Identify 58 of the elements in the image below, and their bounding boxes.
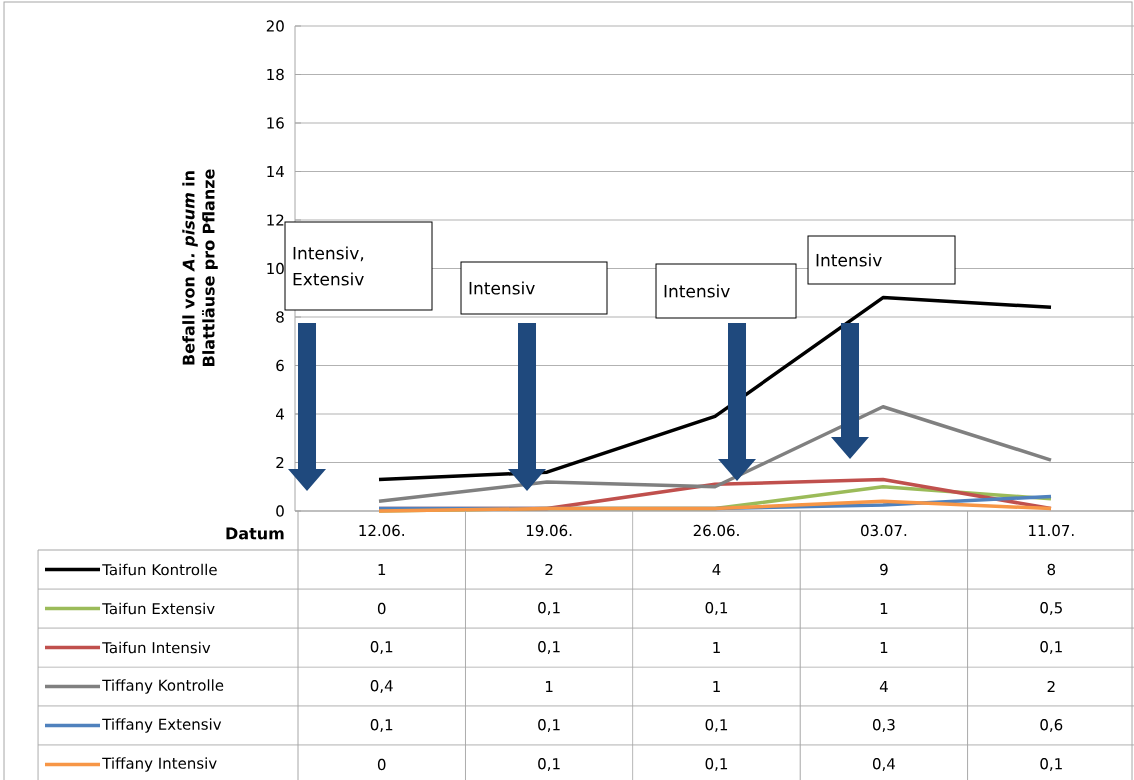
y-tick-label: 16 bbox=[267, 117, 284, 129]
data-label: 0 bbox=[377, 602, 386, 615]
data-label: 1 bbox=[880, 603, 888, 614]
data-label: 8 bbox=[1047, 563, 1056, 576]
data-label: 1 bbox=[378, 564, 386, 575]
data-label: 0,4 bbox=[370, 680, 393, 693]
data-label: 4 bbox=[712, 564, 721, 575]
legend-label: Taifun Intensiv bbox=[102, 641, 211, 654]
data-label: 0,1 bbox=[705, 602, 728, 615]
legend-label: Tiffany Kontrolle bbox=[102, 679, 224, 694]
y-tick-label: 4 bbox=[276, 408, 284, 420]
data-label: 2 bbox=[545, 563, 553, 576]
annotation: Intensiv, Extensiv bbox=[293, 246, 364, 286]
y-tick-label: 20 bbox=[266, 20, 284, 32]
data-label: 2 bbox=[1047, 680, 1055, 693]
line-series bbox=[377, 404, 1053, 504]
data-label: 0,1 bbox=[538, 758, 560, 771]
data-label: 0,1 bbox=[1040, 641, 1062, 654]
data-label: 4 bbox=[879, 681, 888, 692]
y-tick-label: 14 bbox=[267, 166, 284, 177]
annotation: Intensiv bbox=[469, 281, 535, 295]
data-label: 0,1 bbox=[370, 641, 393, 654]
data-label: 0,1 bbox=[705, 758, 728, 771]
y-tick-label: 0 bbox=[276, 505, 284, 517]
x-tick-label: 26.06. bbox=[693, 524, 739, 537]
y-tick-label: 6 bbox=[276, 359, 284, 372]
y-tick-label: 12 bbox=[267, 214, 284, 226]
data-label: 0,1 bbox=[538, 602, 560, 615]
data-label: 0,4 bbox=[872, 758, 895, 771]
data-label: 0,1 bbox=[538, 641, 560, 654]
data-label: 0,5 bbox=[1040, 602, 1062, 615]
data-label: 1 bbox=[545, 681, 553, 692]
data-label: 0 bbox=[377, 758, 386, 771]
x-tick-label: 11.07. bbox=[1029, 524, 1074, 537]
legend-label: Taifun Extensiv bbox=[102, 602, 215, 615]
y-tick-label: 2 bbox=[276, 456, 284, 469]
legend-label: Tiffany Intensiv bbox=[102, 757, 217, 772]
x-axis-title: Datum bbox=[226, 527, 284, 540]
x-tick-label: 12.06. bbox=[359, 524, 404, 537]
annotation: Intensiv bbox=[816, 253, 882, 267]
y-tick-label: 8 bbox=[276, 311, 284, 323]
data-label: 1 bbox=[713, 642, 720, 653]
data-label: 0,1 bbox=[705, 719, 728, 732]
data-label: 1 bbox=[880, 642, 888, 653]
y-tick-label: 18 bbox=[267, 68, 284, 81]
legend-label: Tiffany Extensiv bbox=[102, 718, 222, 733]
data-label: 0,1 bbox=[370, 719, 393, 732]
data-label: 0,1 bbox=[1040, 758, 1062, 771]
legend-label: Taifun Kontrolle bbox=[102, 563, 217, 576]
data-label: 0,3 bbox=[872, 719, 895, 732]
x-tick-label: 19.06. bbox=[526, 524, 572, 537]
annotation: Intensiv bbox=[664, 284, 730, 298]
x-tick-label: 03.07. bbox=[861, 524, 907, 537]
data-label: 0,1 bbox=[538, 719, 560, 732]
data-label: 0,6 bbox=[1040, 719, 1063, 732]
y-tick-label: 10 bbox=[267, 262, 284, 275]
data-label: 9 bbox=[880, 563, 888, 576]
data-label: 1 bbox=[713, 681, 720, 692]
